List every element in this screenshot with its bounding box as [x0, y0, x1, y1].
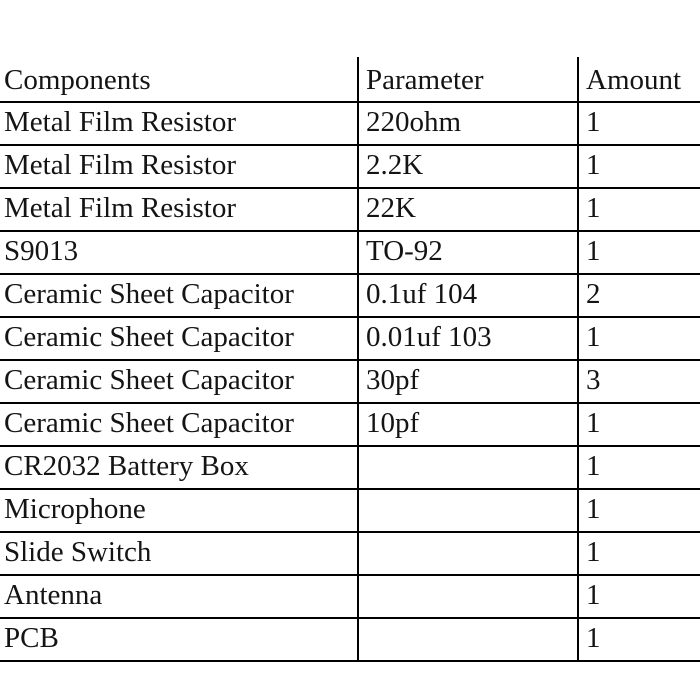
- parameter-cell: [357, 532, 578, 576]
- amount-cell: 1: [577, 403, 700, 447]
- component-cell: S9013: [0, 231, 358, 275]
- table-row: Slide Switch 1: [0, 532, 700, 576]
- amount-cell: 1: [577, 489, 700, 533]
- table-header: Components Parameter Amount: [0, 57, 700, 103]
- parameter-cell: [357, 489, 578, 533]
- parameter-cell: [357, 618, 578, 662]
- table-row: Ceramic Sheet Capacitor 10pf 1: [0, 403, 700, 447]
- components-table: Components Parameter Amount Metal Film R…: [0, 57, 700, 662]
- amount-cell: 1: [577, 145, 700, 189]
- table-row: CR2032 Battery Box 1: [0, 446, 700, 490]
- amount-cell: 1: [577, 618, 700, 662]
- component-cell: Ceramic Sheet Capacitor: [0, 274, 358, 318]
- table-row: Microphone 1: [0, 489, 700, 533]
- component-cell: Slide Switch: [0, 532, 358, 576]
- table-row: PCB 1: [0, 618, 700, 662]
- parameter-cell: 220ohm: [357, 102, 578, 146]
- column-header-components: Components: [0, 57, 358, 103]
- amount-cell: 3: [577, 360, 700, 404]
- column-header-amount: Amount: [577, 57, 700, 103]
- amount-cell: 1: [577, 231, 700, 275]
- amount-cell: 1: [577, 317, 700, 361]
- component-cell: Ceramic Sheet Capacitor: [0, 317, 358, 361]
- component-cell: Ceramic Sheet Capacitor: [0, 360, 358, 404]
- amount-cell: 1: [577, 446, 700, 490]
- component-cell: Microphone: [0, 489, 358, 533]
- table-row: Antenna 1: [0, 575, 700, 619]
- parameter-cell: 0.01uf 103: [357, 317, 578, 361]
- amount-cell: 2: [577, 274, 700, 318]
- component-cell: Metal Film Resistor: [0, 188, 358, 232]
- table-row: S9013 TO-92 1: [0, 231, 700, 275]
- component-cell: CR2032 Battery Box: [0, 446, 358, 490]
- table-row: Ceramic Sheet Capacitor 30pf 3: [0, 360, 700, 404]
- parameter-cell: [357, 446, 578, 490]
- header-row: Components Parameter Amount: [0, 57, 700, 103]
- amount-cell: 1: [577, 102, 700, 146]
- parameter-cell: [357, 575, 578, 619]
- parameter-cell: 30pf: [357, 360, 578, 404]
- table-row: Ceramic Sheet Capacitor 0.1uf 104 2: [0, 274, 700, 318]
- component-cell: PCB: [0, 618, 358, 662]
- component-cell: Ceramic Sheet Capacitor: [0, 403, 358, 447]
- component-cell: Metal Film Resistor: [0, 102, 358, 146]
- table-row: Metal Film Resistor 220ohm 1: [0, 102, 700, 146]
- table-row: Ceramic Sheet Capacitor 0.01uf 103 1: [0, 317, 700, 361]
- component-cell: Antenna: [0, 575, 358, 619]
- table-row: Metal Film Resistor 2.2K 1: [0, 145, 700, 189]
- table-row: Metal Film Resistor 22K 1: [0, 188, 700, 232]
- parameter-cell: 0.1uf 104: [357, 274, 578, 318]
- parameter-cell: 22K: [357, 188, 578, 232]
- amount-cell: 1: [577, 532, 700, 576]
- amount-cell: 1: [577, 575, 700, 619]
- table-body: Metal Film Resistor 220ohm 1 Metal Film …: [0, 102, 700, 662]
- column-header-parameter: Parameter: [357, 57, 578, 103]
- parameter-cell: 2.2K: [357, 145, 578, 189]
- amount-cell: 1: [577, 188, 700, 232]
- parameter-cell: 10pf: [357, 403, 578, 447]
- parameter-cell: TO-92: [357, 231, 578, 275]
- component-cell: Metal Film Resistor: [0, 145, 358, 189]
